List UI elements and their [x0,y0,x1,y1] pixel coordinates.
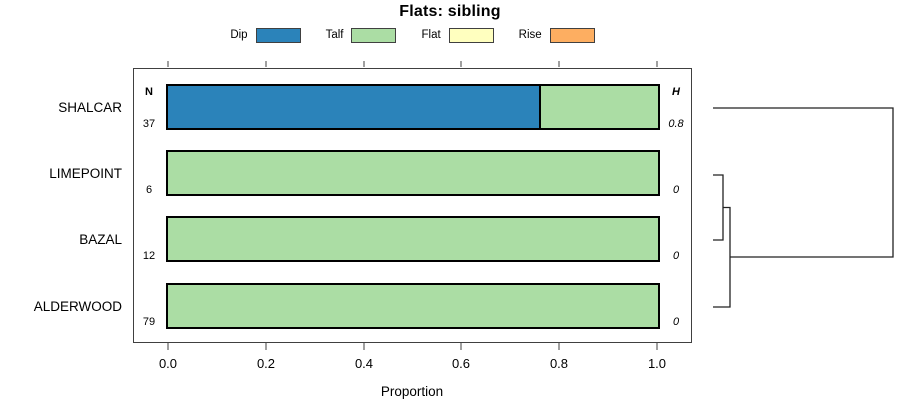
x-tick-1.0: 1.0 [647,356,667,371]
y-axis-label-bazal: BAZAL [79,232,122,247]
legend-swatch-talf [351,27,397,43]
n-column-header: N [145,86,153,98]
legend-swatch-flat [448,27,494,43]
x-tick-0.4: 0.4 [354,356,374,371]
x-tick-0.2: 0.2 [256,356,276,371]
legend-swatch-rise [549,27,595,43]
x-tick-0.6: 0.6 [451,356,471,371]
y-axis-label-shalcar: SHALCAR [58,100,122,115]
bar-alderwood [166,283,660,329]
top-axis-ticks [167,61,658,67]
dendrogram [713,107,894,308]
n-value-bazal: 12 [142,250,156,262]
h-column-header: H [672,86,680,98]
n-value-alderwood: 79 [142,316,156,328]
h-value-limepoint: 0 [672,184,680,196]
n-value-limepoint: 6 [145,184,153,196]
bar-segment-talf [168,152,658,194]
legend-item-flat: Flat [421,27,494,43]
n-value-shalcar: 37 [142,118,156,130]
y-axis-label-alderwood: ALDERWOOD [33,299,122,314]
h-value-bazal: 0 [672,250,680,262]
dendrogram-branch-limepoint-bazal [713,174,724,241]
bottom-axis-ticks [167,343,658,350]
bar-limepoint [166,150,660,196]
legend-item-dip: Dip [230,27,301,43]
x-tick-0.8: 0.8 [549,356,569,371]
bar-segment-talf [538,86,658,128]
bar-segment-talf [168,218,658,260]
y-axis-label-limepoint: LIMEPOINT [49,166,122,181]
x-tick-0.0: 0.0 [158,356,178,371]
h-value-shalcar: 0.8 [668,118,684,130]
legend-label-dip: Dip [230,29,248,41]
bar-shalcar [166,84,660,130]
bar-segment-dip [168,86,539,128]
bar-bazal [166,216,660,262]
chart-title: Flats: sibling [399,3,501,20]
legend-label-talf: Talf [325,29,344,41]
x-axis-title: Proportion [380,384,444,399]
legend: Dip Talf Flat Rise [133,26,692,44]
dendrogram-branch-shalcar-root [713,107,894,258]
dendrogram-branch-cluster-alderwood [713,206,731,308]
legend-item-talf: Talf [325,27,397,43]
h-value-alderwood: 0 [672,316,680,328]
legend-item-rise: Rise [518,27,595,43]
bar-segment-talf [168,285,658,327]
legend-label-flat: Flat [421,29,441,41]
legend-label-rise: Rise [518,29,542,41]
legend-swatch-dip [255,27,301,43]
